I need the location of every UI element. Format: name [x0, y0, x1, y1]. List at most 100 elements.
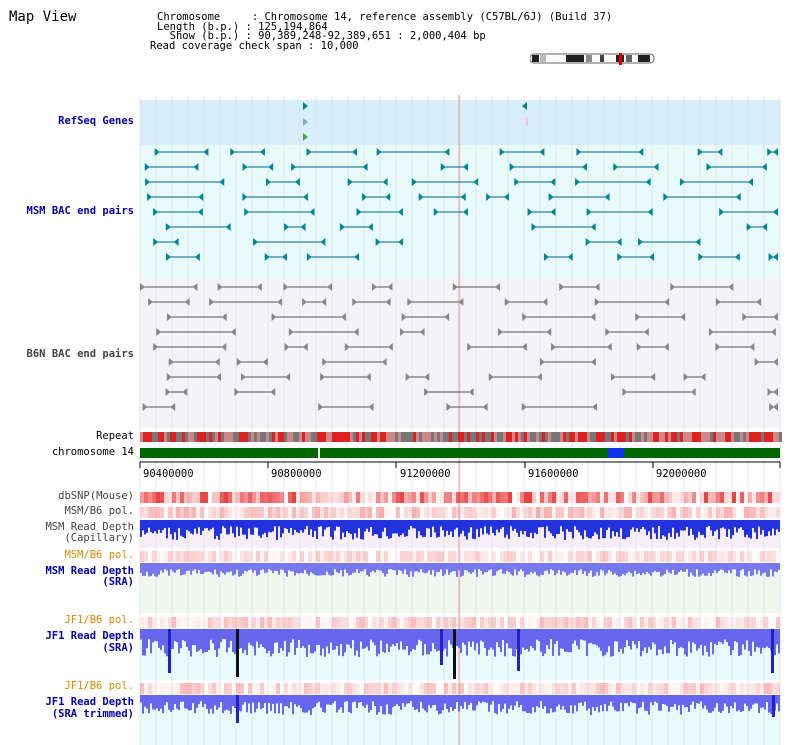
- depth-bar: [580, 695, 582, 703]
- heat-cell: [480, 507, 484, 518]
- heat-cell: [712, 683, 716, 694]
- depth-bar: [518, 563, 520, 572]
- bac-end-arrow-icon: [542, 298, 548, 306]
- heat-cell: [152, 551, 156, 562]
- heat-cell: [376, 492, 380, 503]
- repeat-segment: [146, 432, 149, 442]
- depth-bar: [468, 520, 470, 533]
- heat-cell: [612, 617, 616, 628]
- repeat-segment: [287, 432, 290, 442]
- depth-bar: [166, 629, 168, 657]
- track-label-msm-bac[interactable]: MSM BAC end pairs: [26, 205, 134, 217]
- depth-bar: [318, 629, 320, 645]
- heat-cell: [540, 507, 544, 518]
- depth-bar: [376, 629, 378, 657]
- repeat-segment: [227, 432, 230, 442]
- track-label-msm-depth-cap[interactable]: MSM Read Depth: [45, 521, 134, 533]
- depth-bar: [406, 563, 408, 575]
- bac-end-arrow-icon: [748, 178, 754, 186]
- heat-cell: [140, 492, 144, 503]
- depth-bar: [360, 520, 362, 540]
- depth-bar: [442, 520, 444, 531]
- depth-bar: [378, 563, 380, 571]
- heat-cell: [196, 492, 200, 503]
- track-label-dbsnp[interactable]: dbSNP(Mouse): [58, 490, 134, 502]
- depth-bar: [176, 563, 178, 571]
- depth-bar: [164, 695, 166, 706]
- heat-cell: [628, 617, 632, 628]
- depth-bar: [198, 629, 200, 651]
- bac-end-arrow-icon: [504, 298, 510, 306]
- heat-cell: [472, 683, 476, 694]
- track-label-jf1-depth-sra[interactable]: JF1 Read Depth: [45, 630, 134, 642]
- depth-bar: [268, 695, 270, 703]
- heat-cell: [656, 617, 660, 628]
- track-label-msm-b6-pol[interactable]: MSM/B6 pol.: [64, 505, 134, 517]
- heat-cell: [496, 683, 500, 694]
- repeat-segment: [437, 432, 440, 442]
- repeat-segment: [707, 432, 710, 442]
- depth-bar: [648, 695, 650, 715]
- depth-bar: [230, 563, 232, 572]
- heat-cell: [140, 683, 144, 694]
- heat-cell: [768, 683, 772, 694]
- depth-bar: [550, 520, 552, 534]
- track-label-jf1-b6-pol-2[interactable]: JF1/B6 pol.: [64, 680, 134, 692]
- bac-end-arrow-icon: [397, 208, 403, 216]
- chromosome-ideogram[interactable]: [530, 53, 656, 65]
- depth-bar: [412, 563, 414, 577]
- heat-cell: [536, 617, 540, 628]
- heat-cell: [712, 551, 716, 562]
- heat-cell: [560, 507, 564, 518]
- depth-bar: [264, 563, 266, 573]
- depth-bar: [506, 629, 508, 644]
- depth-bar: [572, 563, 574, 574]
- heat-cell: [204, 492, 208, 503]
- depth-bar: [164, 629, 166, 654]
- depth-bar: [524, 563, 526, 577]
- depth-bar: [774, 629, 776, 656]
- heat-cell: [356, 617, 360, 628]
- heat-cell: [228, 617, 232, 628]
- depth-bar: [480, 563, 482, 572]
- heat-cell: [764, 617, 768, 628]
- bac-end-arrow-icon: [419, 328, 425, 336]
- bac-end-arrow-icon: [165, 388, 171, 396]
- bac-end-arrow-icon: [756, 298, 762, 306]
- bac-end-arrow-icon: [497, 328, 503, 336]
- heat-cell: [356, 492, 360, 503]
- track-label-chromosome[interactable]: chromosome 14: [51, 446, 134, 458]
- depth-bar: [240, 629, 242, 649]
- depth-bar: [362, 695, 364, 706]
- repeat-segment: [284, 432, 287, 442]
- heat-cell: [256, 617, 260, 628]
- bac-end-arrow-icon: [636, 343, 642, 351]
- track-label-refseq[interactable]: RefSeq Genes: [58, 115, 134, 127]
- repeat-segment: [734, 432, 737, 442]
- depth-bar: [266, 695, 268, 714]
- heat-cell: [252, 507, 256, 518]
- track-label-msm-b6-pol-2[interactable]: MSM/B6 pol.: [64, 549, 134, 561]
- depth-bar: [346, 629, 348, 645]
- heat-cell: [648, 507, 652, 518]
- depth-bar: [296, 563, 298, 573]
- depth-bar: [500, 695, 502, 712]
- track-label-jf1-depth-trim[interactable]: JF1 Read Depth: [45, 696, 134, 708]
- depth-bar: [446, 629, 448, 657]
- repeat-segment: [650, 432, 653, 442]
- bac-end-arrow-icon: [690, 388, 696, 396]
- heat-cell: [192, 492, 196, 503]
- track-label-msm-depth-sra[interactable]: MSM Read Depth: [45, 565, 134, 577]
- track-label-repeat[interactable]: Repeat: [96, 430, 134, 442]
- track-label-jf1-depth-trim-sub: (SRA trimmed): [51, 708, 134, 720]
- bac-end-arrow-icon: [371, 283, 377, 291]
- track-label-jf1-b6-pol[interactable]: JF1/B6 pol.: [64, 614, 134, 626]
- depth-bar: [346, 563, 348, 573]
- heat-cell: [612, 492, 616, 503]
- depth-bar: [434, 563, 436, 577]
- heat-cell: [292, 507, 296, 518]
- track-label-b6n-bac[interactable]: B6N BAC end pairs: [26, 348, 134, 360]
- depth-bar: [154, 563, 156, 577]
- depth-bar: [630, 629, 632, 650]
